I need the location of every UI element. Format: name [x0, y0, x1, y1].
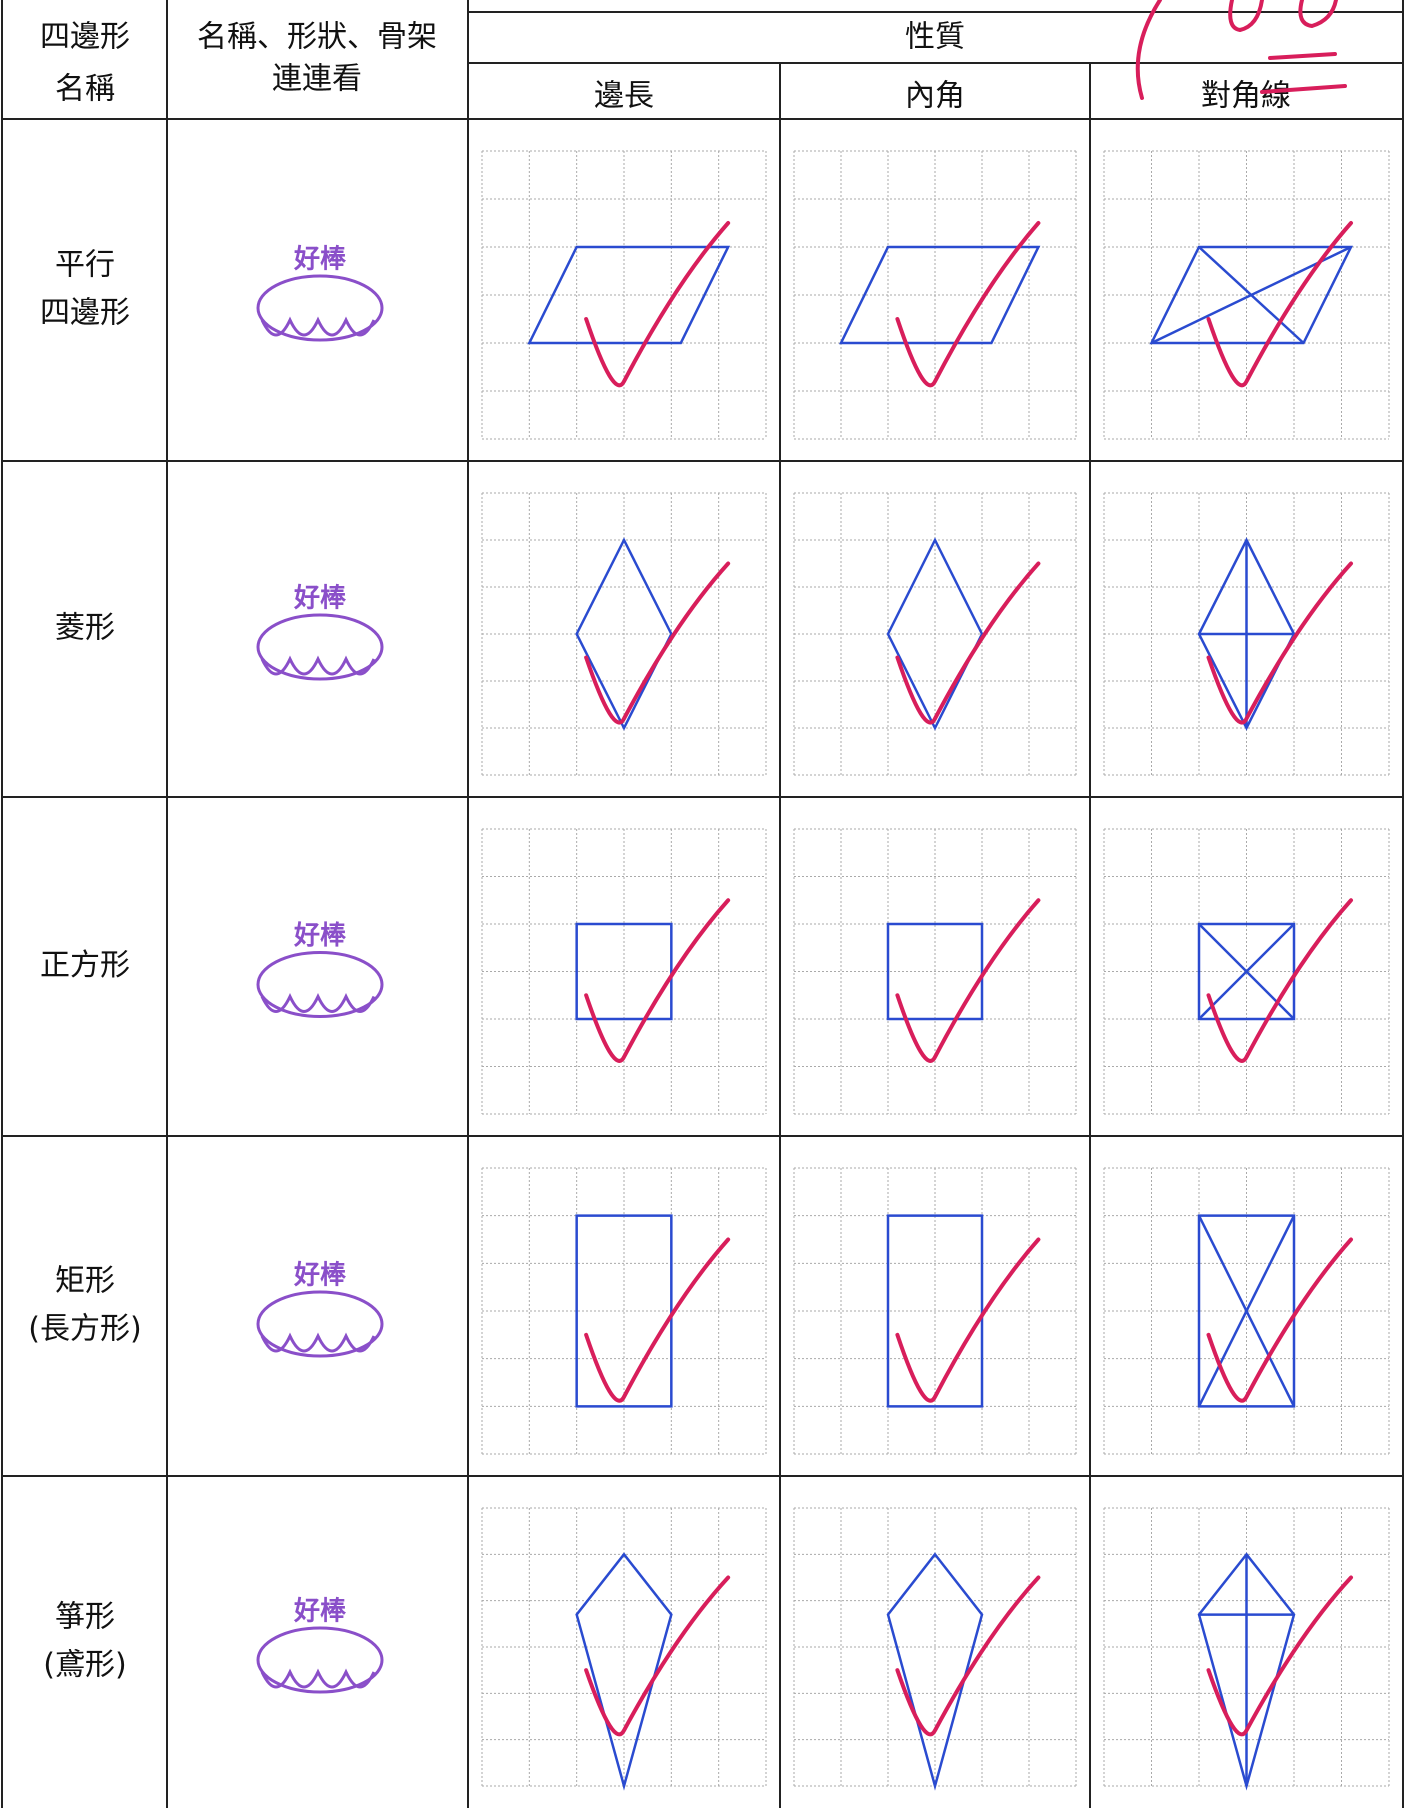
- shape: [575, 1552, 673, 1791]
- grid-paper: [1103, 492, 1390, 776]
- row-name: 正方形: [40, 948, 130, 983]
- stamp-body: [256, 1290, 384, 1358]
- row-name: 平行: [55, 248, 115, 283]
- grid-paper: [1103, 1507, 1390, 1791]
- stamp: 好棒: [256, 921, 384, 1018]
- row-name: 四邊形: [40, 296, 130, 331]
- row-name: 箏形: [55, 1600, 115, 1635]
- grid-paper: [1103, 828, 1390, 1115]
- check-mark: [1206, 1575, 1353, 1737]
- check-mark: [895, 1575, 1041, 1737]
- shape: [886, 1552, 984, 1791]
- shape: [575, 537, 673, 731]
- stamp-text: 好棒: [293, 245, 347, 275]
- grid-paper: [793, 150, 1077, 440]
- stamp-skirt: [260, 992, 376, 1013]
- row-name: (鳶形): [43, 1648, 126, 1683]
- check-mark: [584, 1237, 731, 1403]
- grid-paper: [481, 492, 767, 776]
- grid-paper: [481, 828, 767, 1115]
- grid-paper: [1103, 1167, 1390, 1455]
- stamp: 好棒: [256, 1261, 384, 1358]
- check-mark: [584, 1575, 731, 1737]
- stamp-body: [256, 274, 384, 342]
- shape: [886, 537, 984, 731]
- stamp-text: 好棒: [293, 921, 347, 951]
- stamp-skirt: [260, 1332, 376, 1353]
- shape: [527, 245, 731, 345]
- score-mark: [1135, 0, 1347, 100]
- check-mark: [1206, 561, 1353, 725]
- stamp-text: 好棒: [293, 1597, 347, 1627]
- grid-paper: [481, 150, 767, 440]
- stamp-body: [256, 613, 384, 681]
- grid-paper: [481, 1507, 767, 1791]
- check-mark: [1206, 898, 1353, 1063]
- check-mark: [584, 221, 731, 388]
- stamp-text: 好棒: [293, 1261, 347, 1291]
- row-name: 矩形: [55, 1264, 115, 1299]
- header-match: 名稱、形狀、骨架: [197, 20, 437, 55]
- header-name: 四邊形: [40, 20, 130, 55]
- row-name: 菱形: [55, 611, 115, 646]
- check-mark: [895, 221, 1041, 388]
- row-name: (長方形): [28, 1312, 141, 1347]
- stamp: 好棒: [256, 245, 384, 342]
- header-properties: 性質: [905, 20, 965, 55]
- header-angles: 內角: [905, 79, 965, 114]
- check-mark: [895, 1237, 1041, 1403]
- grid-paper: [793, 1507, 1077, 1791]
- shape: [886, 922, 984, 1021]
- stamp: 好棒: [256, 1597, 384, 1694]
- grid-paper: [1103, 150, 1390, 440]
- grid-paper: [793, 492, 1077, 776]
- shape: [575, 1214, 673, 1408]
- check-mark: [584, 898, 731, 1063]
- check-mark: [1206, 1237, 1353, 1403]
- diagonal: [1198, 923, 1295, 1020]
- header-name: 名稱: [55, 72, 115, 107]
- shape: [575, 922, 673, 1021]
- shape: [886, 1214, 984, 1408]
- stamp-skirt: [260, 1668, 376, 1689]
- check-mark: [895, 561, 1041, 725]
- check-mark: [584, 561, 731, 725]
- grid-paper: [793, 1167, 1077, 1455]
- stamp-body: [256, 1626, 384, 1694]
- grid-paper: [481, 1167, 767, 1455]
- header-match: 連連看: [272, 62, 362, 97]
- diagonal: [1197, 1215, 1296, 1407]
- stamp: 好棒: [256, 584, 384, 681]
- stamp-text: 好棒: [293, 584, 347, 614]
- stamp-skirt: [260, 316, 376, 337]
- grid-paper: [793, 828, 1077, 1115]
- stamp-skirt: [260, 655, 376, 676]
- header-diagonals: 對角線: [1201, 79, 1291, 114]
- shape: [838, 245, 1041, 345]
- check-mark: [895, 898, 1041, 1063]
- stamp-body: [256, 951, 384, 1018]
- header-sides: 邊長: [594, 79, 654, 114]
- check-mark: [1206, 221, 1353, 388]
